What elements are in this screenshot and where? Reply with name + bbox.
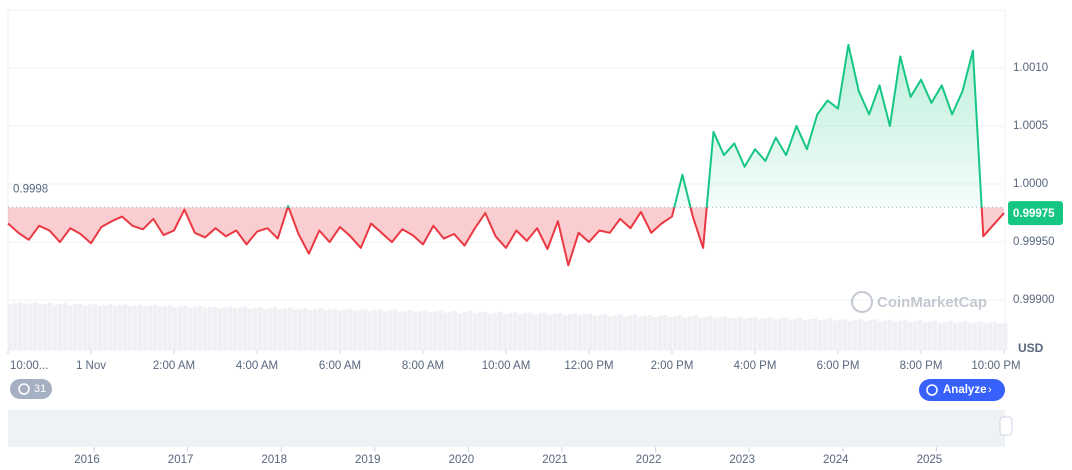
navigator-year: 2016 — [74, 454, 100, 466]
navigator-year: 2019 — [355, 454, 381, 466]
navigator-year: 2018 — [261, 454, 287, 466]
y-tick-label: 0.99900 — [1013, 294, 1055, 306]
area-fill — [8, 44, 1004, 266]
navigator-handle[interactable] — [999, 416, 1013, 436]
navigator-year: 2024 — [823, 454, 849, 466]
current-price-badge — [1008, 201, 1063, 226]
navigator-years: 2016 2017 2018 2019 2020 2021 2022 2023 2024 2025 — [74, 447, 942, 466]
unit-label: USD — [1018, 341, 1044, 355]
x-tick-label: 12:00 PM — [564, 360, 613, 372]
watermark: CoinMarketCap — [851, 291, 987, 313]
x-tick-label: 6:00 PM — [817, 360, 860, 372]
y-tick-label: 1.0000 — [1013, 178, 1048, 190]
baseline-label: 0.9998 — [13, 183, 48, 195]
x-tick-label: 4:00 AM — [236, 360, 278, 372]
x-tick-label: 8:00 AM — [402, 360, 444, 372]
x-tick-label: 6:00 AM — [319, 360, 361, 372]
navigator[interactable] — [8, 410, 1005, 447]
navigator-year: 2020 — [449, 454, 475, 466]
y-tick-label: 1.0005 — [1013, 120, 1048, 132]
svg-text:›: › — [988, 384, 992, 396]
x-tick-label: 1 Nov — [76, 360, 106, 372]
analyze-button[interactable]: Analyze › — [919, 379, 1005, 401]
x-tick-label: 2:00 AM — [153, 360, 195, 372]
navigator-year: 2017 — [168, 454, 194, 466]
history-count: 31 — [34, 383, 46, 395]
x-tick-label: 10:00 PM — [971, 360, 1020, 372]
x-tick-label: 4:00 PM — [734, 360, 777, 372]
history-badge[interactable]: 31 — [10, 379, 52, 399]
x-tick-label: 2:00 PM — [651, 360, 694, 372]
y-tick-label: 1.0010 — [1013, 62, 1048, 74]
current-price-label: 0.99975 — [1013, 208, 1055, 220]
price-line — [7, 43, 1005, 267]
navigator-year: 2023 — [729, 454, 755, 466]
analyze-label: Analyze — [943, 384, 986, 396]
watermark-text: CoinMarketCap — [877, 294, 987, 311]
volume-bars — [8, 302, 1008, 350]
navigator-year: 2025 — [917, 454, 943, 466]
navigator-year: 2022 — [636, 454, 662, 466]
x-tick-label: 10:00... — [10, 360, 48, 372]
navigator-year: 2021 — [542, 454, 568, 466]
y-tick-label: 0.99950 — [1013, 236, 1055, 248]
x-tick-label: 8:00 PM — [900, 360, 943, 372]
x-tick-label: 10:00 AM — [482, 360, 531, 372]
